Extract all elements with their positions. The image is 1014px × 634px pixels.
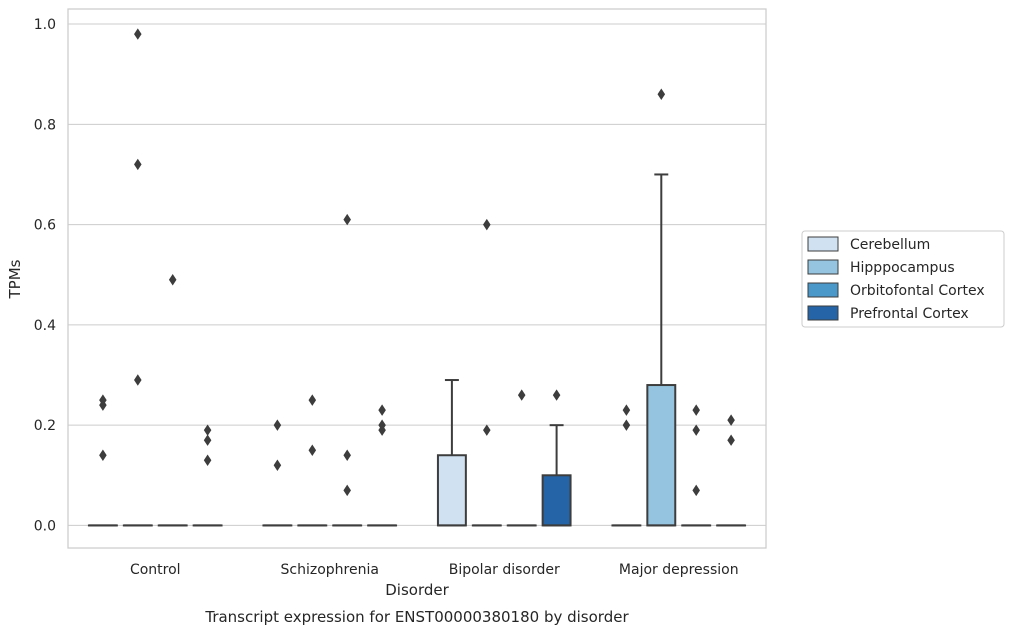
box-2-3 [541, 424, 572, 527]
outlier-point [203, 454, 212, 466]
legend-swatch [807, 236, 839, 252]
chart-caption: Transcript expression for ENST0000038018… [204, 608, 629, 626]
y-tick-label: 0.0 [34, 518, 56, 534]
plot-frame [67, 8, 767, 549]
outlier-point [727, 414, 735, 426]
x-axis-label: Disorder [385, 581, 449, 599]
x-tick-label: Major depression [619, 562, 739, 578]
y-tick-label: 0.2 [34, 418, 56, 434]
outlier-point [343, 213, 351, 226]
outlier-point [378, 404, 386, 416]
legend-swatch [807, 305, 839, 321]
plot-border [67, 8, 767, 549]
outlier-point [378, 419, 386, 431]
legend-label: Prefrontal Cortex [850, 306, 969, 322]
outlier-point [552, 389, 561, 401]
y-tick-label: 0.4 [34, 318, 56, 334]
legend-swatch [807, 282, 839, 298]
box-body [541, 474, 572, 527]
box-series [87, 173, 747, 527]
outlier-points [99, 28, 735, 497]
outlier-point [343, 449, 351, 461]
outlier-point [622, 404, 631, 416]
y-tick-label: 1.0 [34, 17, 56, 33]
outlier-point [692, 424, 700, 436]
outlier-point [99, 449, 107, 461]
box-body [436, 454, 467, 527]
x-axis-ticks: Control Schizophrenia Bipolar disorder Majo… [130, 562, 739, 578]
y-axis-ticks: 0.0 0.2 0.4 0.6 0.8 1.0 [34, 17, 56, 534]
outlier-point [727, 434, 735, 446]
x-tick-label: Bipolar disorder [449, 562, 560, 578]
y-tick-label: 0.8 [34, 117, 56, 133]
outlier-point [343, 484, 351, 497]
legend-label: Cerebellum [850, 237, 930, 253]
outlier-point [692, 484, 700, 497]
box-body [646, 384, 677, 527]
box-2-0 [436, 379, 467, 527]
outlier-point [134, 374, 142, 386]
outlier-point [99, 394, 107, 406]
x-tick-label: Schizophrenia [281, 562, 379, 578]
legend-label: Orbitofontal Cortex [850, 283, 985, 299]
outlier-point [692, 404, 700, 416]
outlier-point [273, 459, 282, 471]
outlier-point [168, 274, 177, 286]
y-tick-label: 0.6 [34, 218, 56, 234]
outlier-point [657, 88, 666, 100]
outlier-point [483, 218, 491, 231]
outlier-point [203, 434, 212, 446]
box-3-1 [646, 173, 677, 527]
legend-swatch [807, 259, 839, 275]
x-tick-label: Control [130, 562, 181, 578]
outlier-point [273, 419, 282, 431]
outlier-point [134, 28, 142, 40]
outlier-point [203, 424, 212, 436]
y-axis-label: TPMs [6, 259, 24, 299]
legend: Cerebellum Hipppocampus Orbitofontal Corte… [801, 230, 1005, 328]
outlier-point [134, 158, 142, 171]
outlier-point [517, 389, 526, 401]
outlier-point [622, 419, 631, 431]
outlier-point [308, 394, 317, 406]
outlier-point [483, 424, 491, 436]
outlier-point [308, 444, 317, 456]
legend-label: Hipppocampus [850, 260, 955, 276]
legend-frame [801, 230, 1005, 328]
